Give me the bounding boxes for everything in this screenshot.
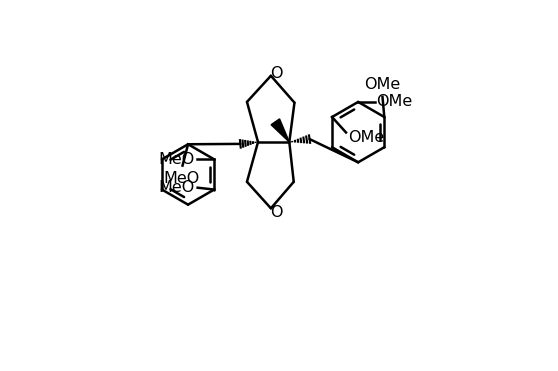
Text: MeO: MeO	[163, 171, 200, 186]
Text: OMe: OMe	[364, 77, 401, 92]
Text: O: O	[271, 204, 283, 220]
Text: MeO: MeO	[159, 180, 195, 195]
Text: OMe: OMe	[377, 94, 413, 109]
Polygon shape	[271, 119, 289, 142]
Text: OMe: OMe	[348, 130, 384, 145]
Text: O: O	[271, 66, 283, 81]
Text: MeO: MeO	[158, 152, 195, 167]
